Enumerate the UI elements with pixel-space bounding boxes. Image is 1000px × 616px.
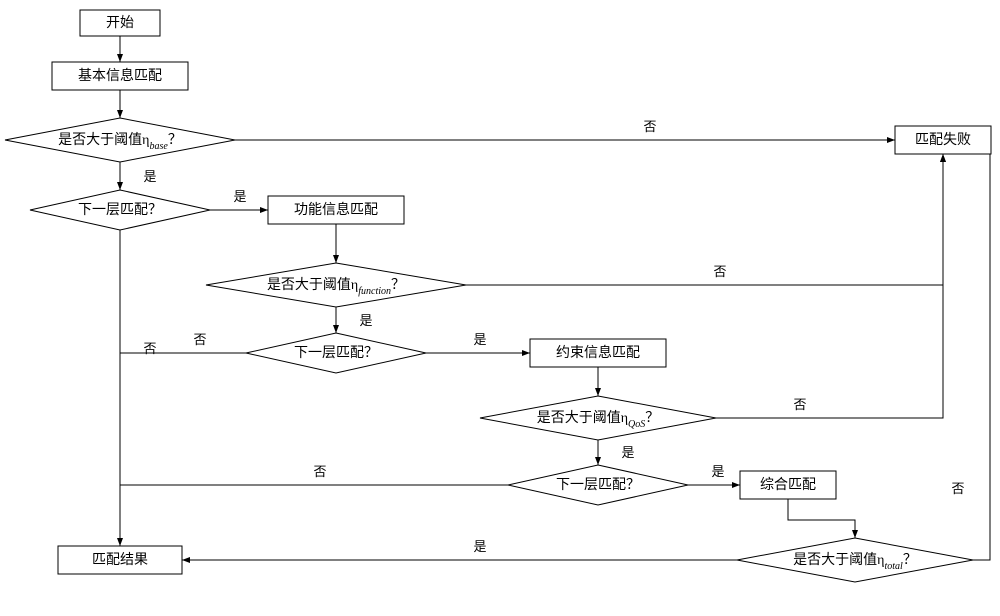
node-fail: 匹配失败 xyxy=(895,126,991,154)
edge-label-d_qos-d_next3: 是 xyxy=(621,445,634,460)
edge-label-d_qos-fail: 否 xyxy=(793,397,806,412)
nodes: 开始基本信息匹配是否大于阈值ηbase？ 下一层匹配？ 功能信息匹配是否大于阈值ηf… xyxy=(5,10,991,582)
node-d_next3: 下一层匹配？ xyxy=(508,465,688,505)
node-d_func: 是否大于阈值ηfunction？ xyxy=(206,263,466,307)
svg-text:综合匹配: 综合匹配 xyxy=(760,477,816,493)
node-d_next2: 下一层匹配？ xyxy=(246,333,426,373)
edge-label-d_base-d_next1: 是 xyxy=(143,169,156,184)
svg-text:约束信息匹配: 约束信息匹配 xyxy=(556,344,640,361)
edge-label-d_func-fail: 否 xyxy=(713,264,726,279)
edge-label-d_next1-func_match: 是 xyxy=(233,189,246,204)
svg-text:下一层匹配？: 下一层匹配？ xyxy=(556,478,640,493)
edge-d_qos-to-fail xyxy=(716,154,943,418)
edge-comp_match-to-d_total xyxy=(788,499,855,538)
svg-text:功能信息匹配: 功能信息匹配 xyxy=(294,201,378,218)
flowchart: 是否是否是否是否是否是否是否开始基本信息匹配是否大于阈值ηbase？下一层匹配？… xyxy=(0,0,1000,616)
node-d_qos: 是否大于阈值ηQoS？ xyxy=(480,396,716,440)
svg-text:下一层匹配？: 下一层匹配？ xyxy=(78,203,162,218)
edge-label-d_next2-qos_match: 是 xyxy=(473,332,486,347)
edge-label-d_next1-result: 否 xyxy=(143,341,156,356)
svg-text:开始: 开始 xyxy=(106,15,134,31)
node-d_next1: 下一层匹配？ xyxy=(30,190,210,230)
node-d_total: 是否大于阈值ηtotal？ xyxy=(737,538,973,582)
edge-label-d_total-result: 是 xyxy=(473,539,486,554)
edge-label-d_base-fail: 否 xyxy=(643,119,656,134)
edge-label-d_func-d_next2: 是 xyxy=(359,313,372,328)
svg-text:匹配失败: 匹配失败 xyxy=(915,132,971,148)
node-start: 开始 xyxy=(80,10,160,36)
edge-label-d_next3-comp_match: 是 xyxy=(711,464,724,479)
node-basic_match: 基本信息匹配 xyxy=(52,62,188,90)
edge-label-d_next2-result: 否 xyxy=(193,332,206,347)
node-qos_match: 约束信息匹配 xyxy=(530,339,666,367)
edge-label-d_total-fail: 否 xyxy=(951,481,964,496)
svg-text:下一层匹配？: 下一层匹配？ xyxy=(294,346,378,361)
svg-text:基本信息匹配: 基本信息匹配 xyxy=(78,67,162,84)
svg-text:匹配结果: 匹配结果 xyxy=(92,552,148,568)
edge-d_total-to-fail xyxy=(973,140,991,560)
node-comp_match: 综合匹配 xyxy=(740,471,836,499)
node-d_base: 是否大于阈值ηbase？ xyxy=(5,118,235,162)
node-func_match: 功能信息匹配 xyxy=(268,196,404,224)
node-result: 匹配结果 xyxy=(58,546,182,574)
edge-d_func-to-fail xyxy=(466,154,943,285)
edge-label-d_next3-result: 否 xyxy=(313,464,326,479)
